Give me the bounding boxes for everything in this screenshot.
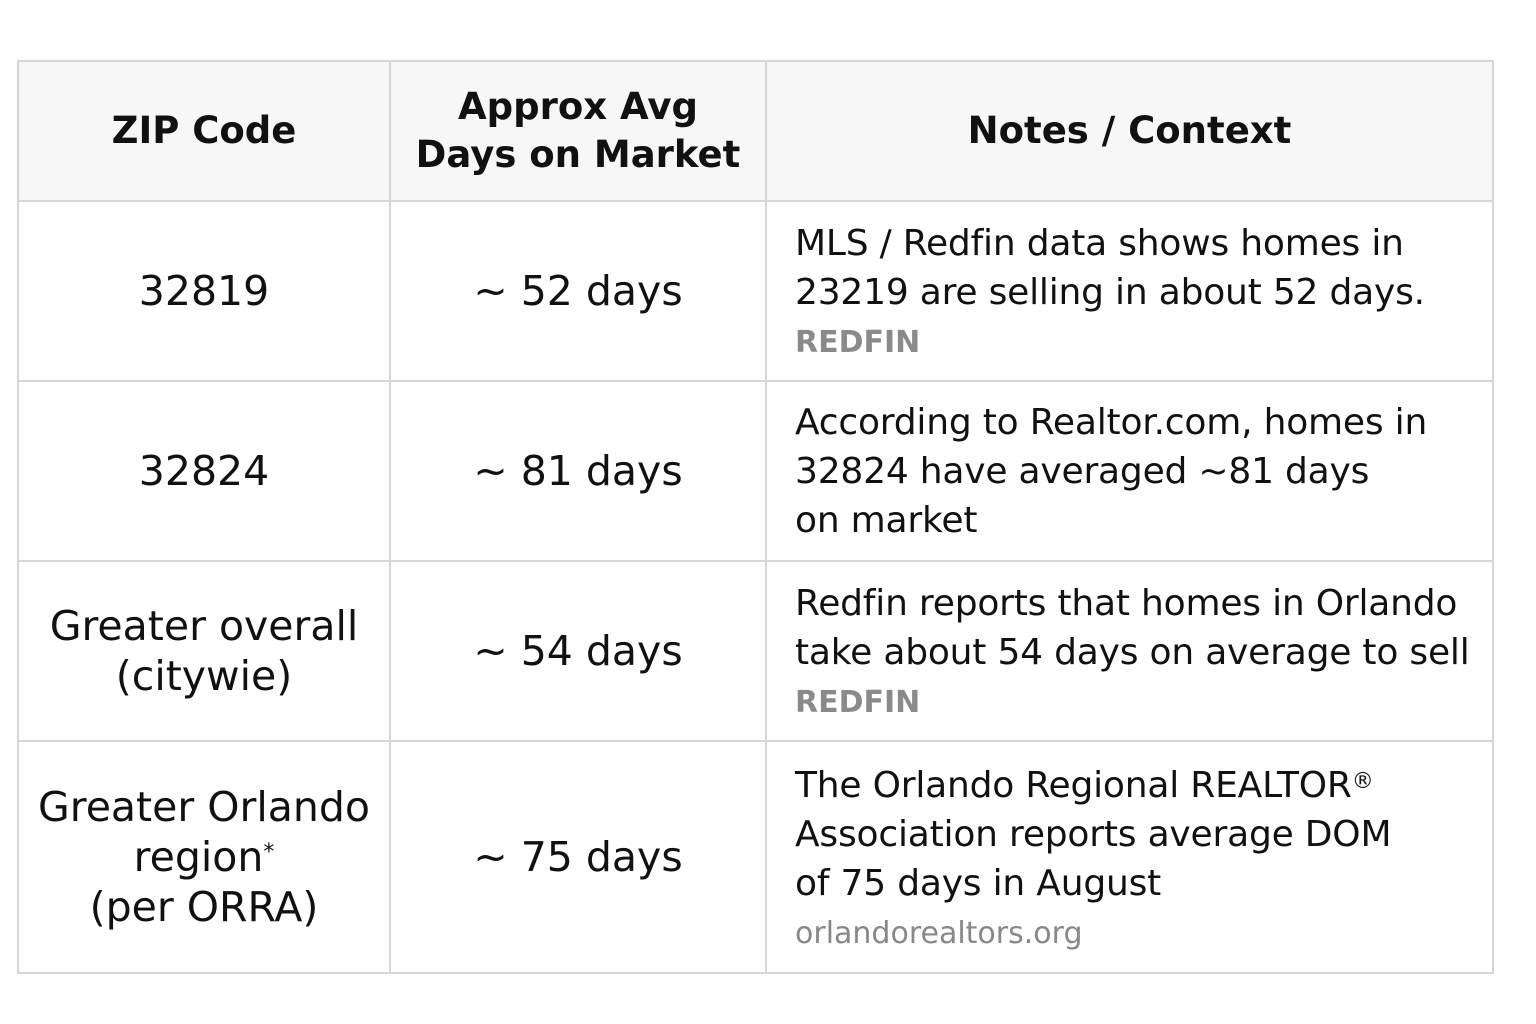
zip-line-2-text: region <box>133 833 264 881</box>
row-4-zip: Greater Orlando region* (per ORRA) <box>19 742 391 972</box>
row-3-days: ~ 54 days <box>391 562 767 742</box>
row-2-zip: 32824 <box>19 382 391 562</box>
zip-line-2: region* <box>134 832 275 882</box>
header-notes-label: Notes / Context <box>967 109 1292 152</box>
row-1-days: ~ 52 days <box>391 202 767 382</box>
days-value: ~ 81 days <box>473 447 683 495</box>
row-3-zip: Greater overall (citywie) <box>19 562 391 742</box>
zip-value: 32819 <box>138 267 270 315</box>
row-2-notes: According to Realtor.com, homes in 32824… <box>767 382 1492 562</box>
row-4-notes: The Orlando Regional REALTOR® Associatio… <box>767 742 1492 972</box>
row-2-days: ~ 81 days <box>391 382 767 562</box>
header-avg-days: Approx Avg Days on Market <box>391 62 767 202</box>
note-text: The Orlando Regional REALTOR® Associatio… <box>795 761 1392 908</box>
footnote-marker: * <box>263 840 275 865</box>
note-source-link[interactable]: orlandorealtors.org <box>795 915 1083 951</box>
note-text: Redfin reports that homes in Orlando tak… <box>795 583 1470 673</box>
header-zip-code: ZIP Code <box>19 62 391 202</box>
note-rest: Association reports average DOM of 75 da… <box>795 813 1392 904</box>
note-text: MLS / Redfin data shows homes in 23219 a… <box>795 223 1425 313</box>
header-avg-days-label: Approx Avg Days on Market <box>415 85 741 176</box>
days-value: ~ 75 days <box>473 833 683 881</box>
header-notes: Notes / Context <box>767 62 1492 202</box>
row-1-zip: 32819 <box>19 202 391 382</box>
note-source: REDFIN <box>795 685 921 720</box>
days-value: ~ 52 days <box>473 267 683 315</box>
dom-table: ZIP Code Approx Avg Days on Market Notes… <box>17 60 1494 974</box>
days-value: ~ 54 days <box>473 627 683 675</box>
zip-line-1: Greater Orlando <box>37 783 370 831</box>
row-4-days: ~ 75 days <box>391 742 767 972</box>
note-text: According to Realtor.com, homes in 32824… <box>795 401 1428 541</box>
row-3-notes: Redfin reports that homes in Orlando tak… <box>767 562 1492 742</box>
zip-value: Greater overall (citywie) <box>49 602 359 700</box>
registered-mark: ® <box>1351 768 1374 794</box>
zip-value-group: Greater Orlando region* (per ORRA) <box>38 782 370 932</box>
header-zip-code-label: ZIP Code <box>111 109 297 152</box>
zip-line-3: (per ORRA) <box>89 883 319 931</box>
note-line-1: The Orlando Regional REALTOR <box>795 764 1352 806</box>
note-source: REDFIN <box>795 325 921 360</box>
zip-value: 32824 <box>138 447 270 495</box>
row-1-notes: MLS / Redfin data shows homes in 23219 a… <box>767 202 1492 382</box>
